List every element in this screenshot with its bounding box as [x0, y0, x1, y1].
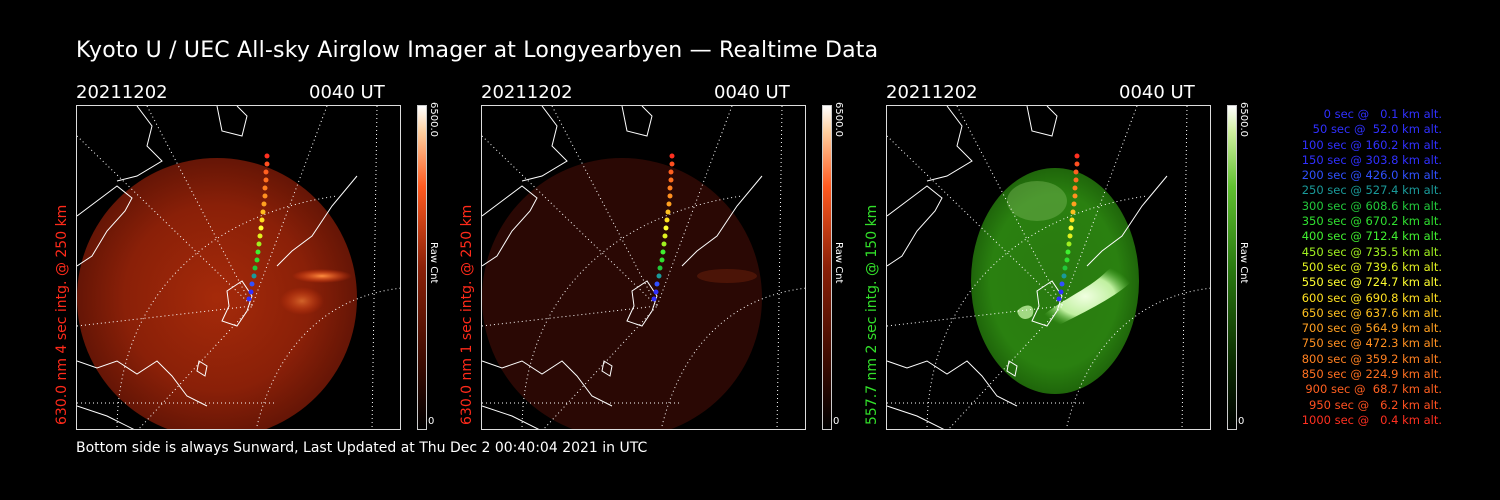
colorbar-unit: Raw Cnt	[428, 242, 439, 284]
aurora-arc	[697, 269, 757, 283]
panel-557nm-2sec: 20211202 0040 UT 557.7 nm 2 sec intg. @ …	[864, 80, 1286, 440]
trajectory-legend: 0 sec @ 0.1 km alt. 50 sec @ 52.0 km alt.…	[1262, 107, 1442, 428]
allsky-field	[482, 158, 762, 429]
panel-630nm-4sec: 20211202 0040 UT 630.0 nm 4 sec intg. @ …	[54, 80, 476, 440]
legend-item: 600 sec @ 690.8 km alt.	[1301, 290, 1442, 305]
panel-date: 20211202	[886, 82, 978, 103]
legend-item: 950 sec @ 6.2 km alt.	[1309, 397, 1442, 412]
legend-item: 200 sec @ 426.0 km alt.	[1301, 168, 1442, 183]
aurora-glow	[1007, 181, 1067, 221]
grid-lines	[482, 106, 805, 429]
panel-630nm-1sec: 20211202 0040 UT 630.0 nm 1 sec intg. @ …	[459, 80, 881, 440]
colorbar-max: 6500.0	[1238, 102, 1249, 137]
panel-time: 0040 UT	[309, 82, 385, 103]
satellite-trajectory	[246, 153, 270, 302]
grid-lines	[77, 106, 400, 429]
legend-item: 0 sec @ 0.1 km alt.	[1323, 107, 1442, 121]
panel-wavelength-label: 557.7 nm 2 sec intg. @ 150 km	[864, 204, 880, 425]
legend-item: 400 sec @ 712.4 km alt.	[1301, 229, 1442, 244]
aurora-arc	[292, 269, 352, 283]
legend-item: 800 sec @ 359.2 km alt.	[1301, 351, 1442, 366]
legend-item: 300 sec @ 608.6 km alt.	[1301, 198, 1442, 213]
colorbar-min: 0	[428, 416, 435, 427]
allsky-map-svg	[77, 106, 400, 429]
colorbar-unit: Raw Cnt	[833, 242, 844, 284]
satellite-trajectory	[651, 153, 675, 302]
colorbar-max: 6500.0	[833, 102, 844, 137]
panel-time: 0040 UT	[1119, 82, 1195, 103]
allsky-image	[886, 105, 1211, 430]
allsky-field	[971, 168, 1139, 394]
panel-time: 0040 UT	[714, 82, 790, 103]
footer-note: Bottom side is always Sunward, Last Upda…	[76, 440, 648, 456]
legend-item: 1000 sec @ 0.4 km alt.	[1301, 412, 1442, 427]
grid-lines	[887, 106, 1210, 429]
allsky-field	[77, 158, 357, 429]
allsky-image	[76, 105, 401, 430]
panel-date: 20211202	[481, 82, 573, 103]
panel-wavelength-label: 630.0 nm 4 sec intg. @ 250 km	[54, 204, 70, 425]
legend-item: 450 sec @ 735.5 km alt.	[1301, 244, 1442, 259]
legend-item: 250 sec @ 527.4 km alt.	[1301, 183, 1442, 198]
allsky-image	[481, 105, 806, 430]
legend-item: 150 sec @ 303.8 km alt.	[1301, 152, 1442, 167]
allsky-map-svg	[887, 106, 1210, 429]
legend-item: 750 sec @ 472.3 km alt.	[1301, 336, 1442, 351]
legend-item: 900 sec @ 68.7 km alt.	[1305, 382, 1442, 397]
coastlines	[482, 106, 763, 429]
colorbar	[1227, 105, 1237, 430]
colorbar	[417, 105, 427, 430]
allsky-map-svg	[482, 106, 805, 429]
legend-item: 550 sec @ 724.7 km alt.	[1301, 275, 1442, 290]
colorbar-max: 6500.0	[428, 102, 439, 137]
panel-date: 20211202	[76, 82, 168, 103]
legend-item: 700 sec @ 564.9 km alt.	[1301, 321, 1442, 336]
aurora-patch	[280, 287, 324, 315]
legend-item: 850 sec @ 224.9 km alt.	[1301, 367, 1442, 382]
colorbar	[822, 105, 832, 430]
legend-item: 650 sec @ 637.6 km alt.	[1301, 305, 1442, 320]
colorbar-min: 0	[833, 416, 840, 427]
legend-item: 50 sec @ 52.0 km alt.	[1312, 122, 1442, 137]
panel-wavelength-label: 630.0 nm 1 sec intg. @ 250 km	[459, 204, 475, 425]
page-title: Kyoto U / UEC All-sky Airglow Imager at …	[76, 38, 879, 63]
legend-item: 100 sec @ 160.2 km alt.	[1301, 137, 1442, 152]
aurora-arc	[1035, 263, 1135, 330]
satellite-trajectory	[1056, 153, 1080, 302]
legend-item: 500 sec @ 739.6 km alt.	[1301, 259, 1442, 274]
colorbar-unit: Raw Cnt	[1238, 242, 1249, 284]
colorbar-min: 0	[1238, 416, 1245, 427]
legend-item: 350 sec @ 670.2 km alt.	[1301, 214, 1442, 229]
